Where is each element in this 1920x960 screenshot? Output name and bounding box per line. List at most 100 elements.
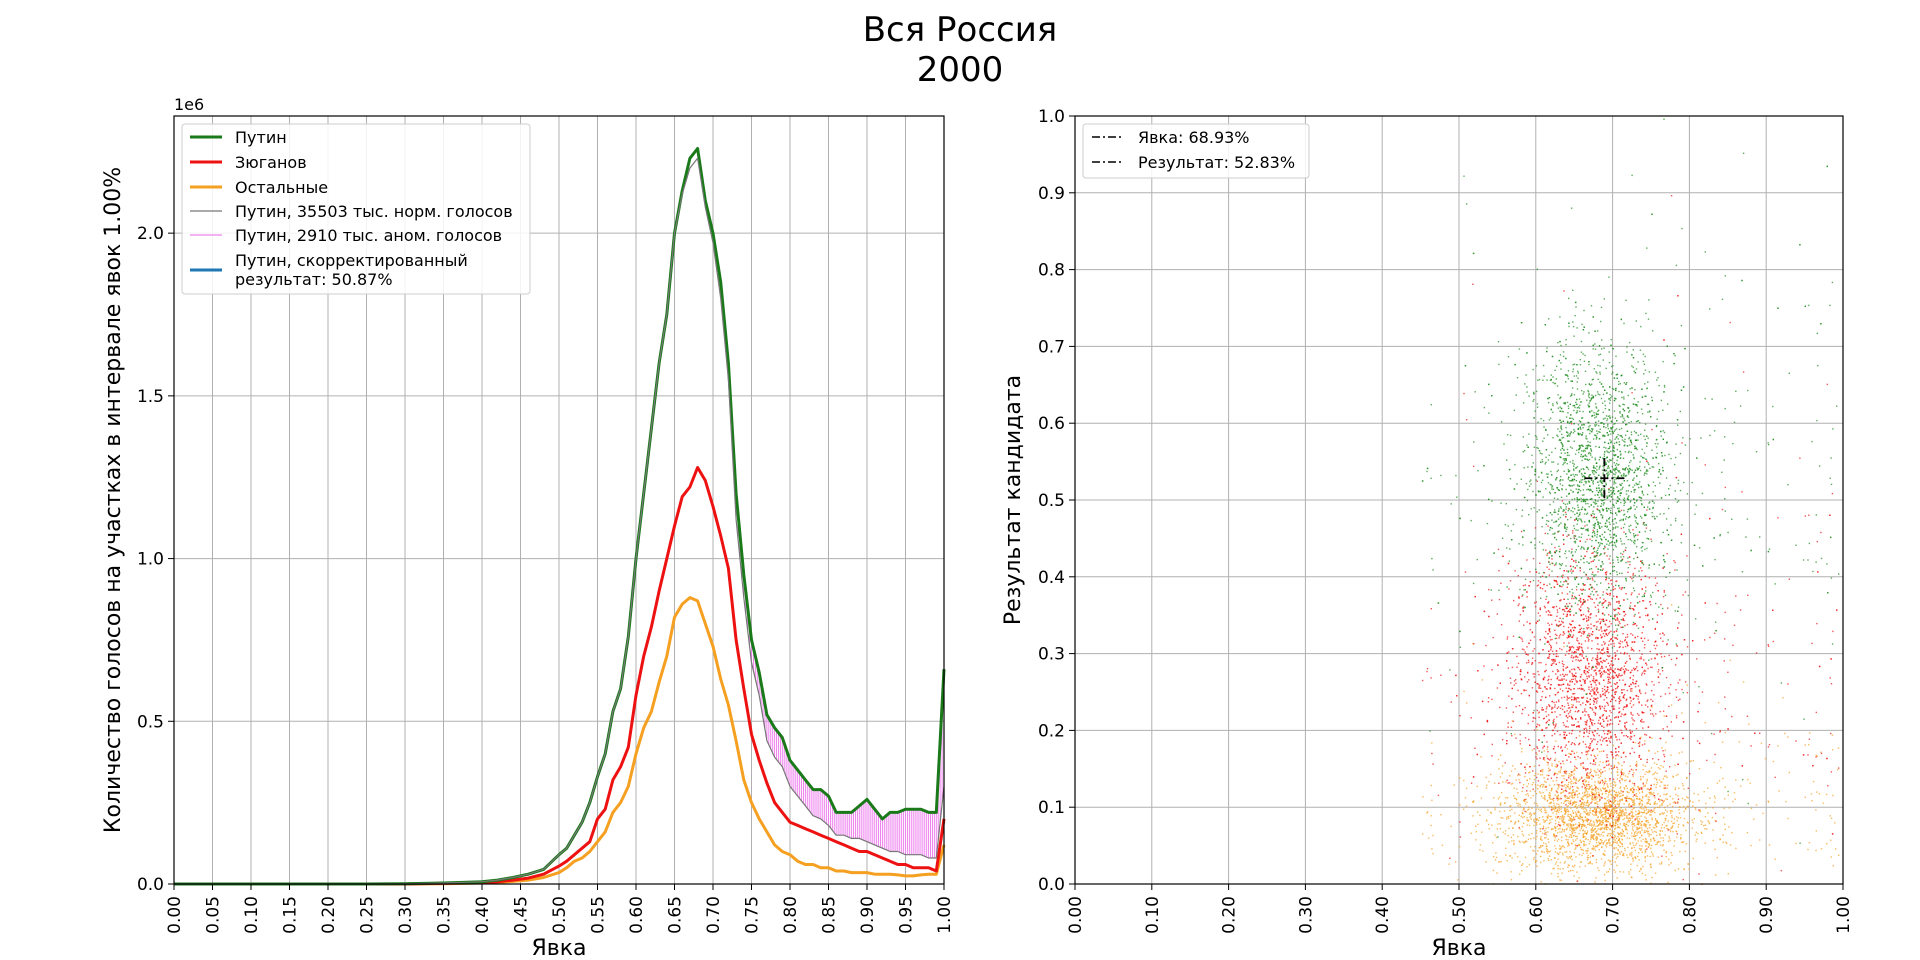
scatter-point-zyuganov: [1629, 702, 1631, 705]
scatter-point-others: [1582, 819, 1584, 822]
scatter-point-others: [1558, 848, 1561, 850]
scatter-point-zyuganov: [1571, 674, 1574, 676]
scatter-point-zyuganov: [1597, 722, 1599, 724]
scatter-point-others: [1629, 765, 1631, 767]
scatter-point-zyuganov: [1633, 615, 1635, 617]
scatter-point-zyuganov: [1538, 724, 1541, 726]
scatter-point-others: [1606, 808, 1608, 810]
scatter-point-others: [1576, 815, 1579, 818]
scatter-point-zyuganov: [1539, 581, 1542, 584]
scatter-point-zyuganov: [1614, 717, 1616, 719]
scatter-point-zyuganov: [1532, 720, 1534, 722]
scatter-point-others: [1609, 790, 1612, 792]
scatter-point-others: [1586, 796, 1588, 799]
scatter-point-zyuganov: [1551, 650, 1554, 652]
scatter-point-others: [1671, 854, 1673, 856]
scatter-point-others: [1579, 814, 1581, 816]
scatter-point-others: [1568, 752, 1570, 755]
scatter-point-zyuganov: [1575, 672, 1577, 674]
scatter-point-zyuganov: [1607, 604, 1610, 606]
scatter-point-others: [1672, 825, 1674, 827]
scatter-point-zyuganov: [1596, 688, 1599, 690]
scatter-point-zyuganov: [1524, 737, 1527, 739]
scatter-point-others: [1623, 814, 1625, 817]
scatter-point-zyuganov: [1592, 793, 1594, 796]
scatter-point-others: [1521, 833, 1524, 835]
scatter-point-others: [1586, 852, 1588, 854]
scatter-point-zyuganov: [1602, 641, 1605, 643]
scatter-point-zyuganov: [1677, 295, 1679, 297]
scatter-point-others: [1556, 840, 1559, 842]
scatter-point-others: [1675, 774, 1678, 777]
scatter-point-zyuganov: [1500, 582, 1502, 584]
scatter-point-others: [1562, 845, 1564, 847]
scatter-point-zyuganov: [1562, 673, 1564, 675]
scatter-point-others: [1597, 754, 1599, 756]
scatter-point-others: [1589, 823, 1591, 825]
scatter-point-zyuganov: [1577, 659, 1579, 661]
scatter-point-others: [1546, 761, 1548, 763]
scatter-point-others: [1543, 797, 1546, 800]
scatter-point-others: [1527, 793, 1529, 795]
scatter-point-zyuganov: [1591, 688, 1593, 691]
scatter-point-zyuganov: [1640, 578, 1642, 581]
scatter-point-others: [1566, 748, 1569, 750]
scatter-point-others: [1632, 820, 1634, 823]
scatter-point-others: [1657, 822, 1660, 824]
scatter-point-others: [1472, 642, 1474, 645]
scatter-point-zyuganov: [1563, 731, 1565, 733]
scatter-point-others: [1535, 793, 1538, 795]
legend-label-others: Остальные: [235, 178, 328, 197]
scatter-point-others: [1426, 812, 1428, 814]
scatter-point-zyuganov: [1657, 671, 1659, 673]
scatter-point-zyuganov: [1556, 609, 1559, 611]
scatter-point-zyuganov: [1630, 690, 1632, 692]
scatter-point-others: [1610, 814, 1612, 817]
scatter-point-others: [1829, 815, 1831, 817]
scatter-point-others: [1485, 787, 1488, 789]
scatter-point-others: [1584, 792, 1586, 794]
scatter-point-others: [1557, 795, 1559, 797]
scatter-point-others: [1600, 772, 1602, 774]
scatter-point-others: [1610, 826, 1613, 828]
scatter-point-others: [1620, 835, 1622, 838]
scatter-point-others: [1535, 818, 1538, 821]
scatter-point-zyuganov: [1624, 726, 1626, 729]
scatter-point-zyuganov: [1606, 764, 1608, 766]
scatter-point-others: [1569, 823, 1571, 825]
scatter-point-others: [1670, 862, 1672, 864]
scatter-point-others: [1502, 781, 1504, 783]
scatter-point-others: [1566, 856, 1568, 858]
scatter-point-zyuganov: [1668, 687, 1670, 689]
scatter-point-others: [1573, 866, 1575, 868]
scatter-point-others: [1553, 804, 1555, 807]
scatter-point-others: [1585, 826, 1587, 829]
scatter-point-others: [1568, 856, 1571, 858]
scatter-point-zyuganov: [1506, 636, 1509, 638]
scatter-point-zyuganov: [1610, 668, 1612, 670]
scatter-point-others: [1541, 769, 1543, 771]
scatter-point-others: [1557, 785, 1560, 787]
scatter-point-zyuganov: [1569, 648, 1572, 650]
scatter-point-zyuganov: [1631, 717, 1633, 719]
scatter-point-zyuganov: [1521, 640, 1524, 642]
scatter-point-others: [1655, 843, 1657, 846]
scatter-point-zyuganov: [1606, 690, 1608, 692]
scatter-point-others: [1624, 775, 1627, 777]
scatter-point-zyuganov: [1573, 683, 1576, 685]
scatter-point-others: [1565, 838, 1567, 841]
scatter-point-zyuganov: [1553, 724, 1555, 726]
scatter-point-others: [1670, 704, 1673, 706]
scatter-point-others: [1592, 810, 1594, 813]
scatter-point-others: [1672, 822, 1674, 825]
scatter-point-others: [1526, 816, 1528, 819]
scatter-point-others: [1677, 817, 1679, 819]
scatter-point-zyuganov: [1610, 583, 1613, 585]
scatter-point-zyuganov: [1582, 613, 1585, 616]
scatter-point-others: [1555, 822, 1557, 825]
histogram-x-tick-label: 0.95: [897, 896, 917, 934]
scatter-point-others: [1597, 787, 1599, 789]
scatter-point-others: [1426, 811, 1429, 813]
scatter-point-others: [1646, 840, 1648, 843]
scatter-point-zyuganov: [1527, 714, 1530, 716]
